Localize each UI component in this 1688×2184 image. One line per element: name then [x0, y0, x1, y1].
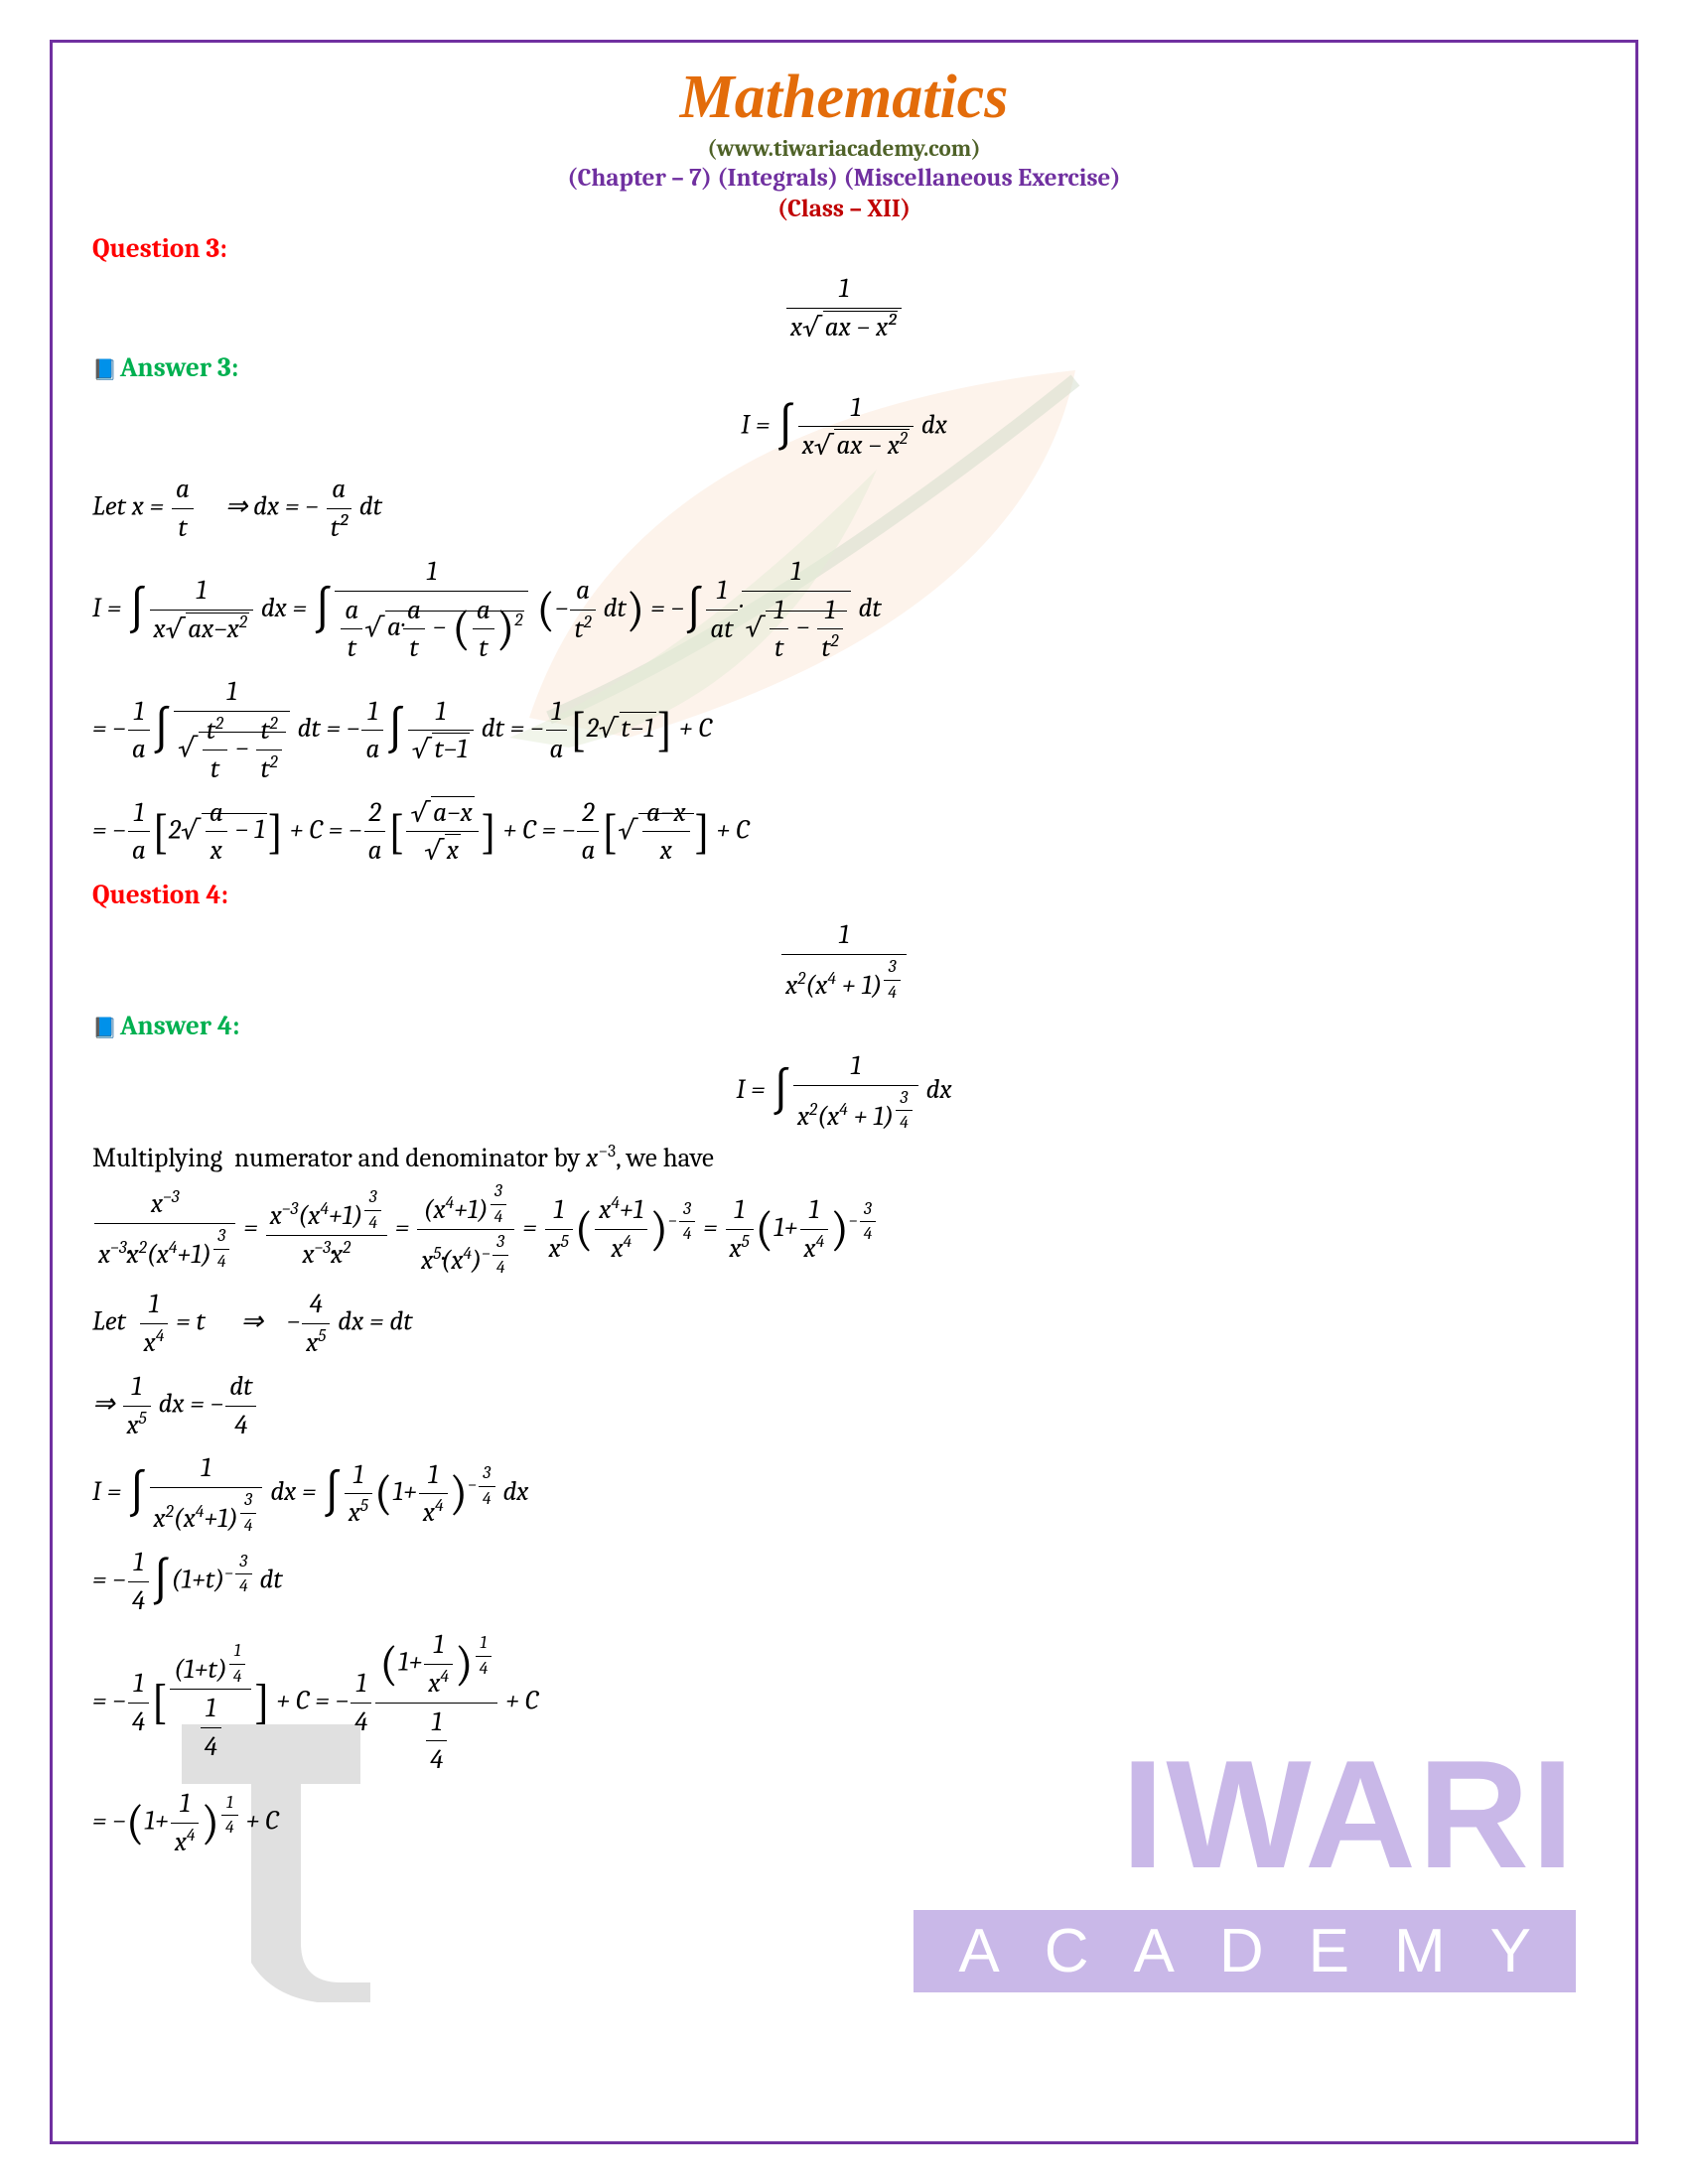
- q4-impl: ⇒ 1x5 dx = −dt4: [92, 1368, 1596, 1444]
- page: IWARI ACADEMY Mathematics (www.tiwariaca…: [0, 0, 1688, 2184]
- class-label: (Class – XII): [92, 195, 1596, 223]
- q4-step4: = −(1+1x4)14 + C: [92, 1785, 1596, 1861]
- page-header: Mathematics (www.tiwariacademy.com) (Cha…: [92, 63, 1596, 223]
- content-border: IWARI ACADEMY Mathematics (www.tiwariaca…: [50, 40, 1638, 2144]
- q3-step2: = −1a∫1√t2t − t2t2 dt = −1a∫1√t−1 dt = −…: [92, 673, 1596, 787]
- q4-frac-expansion: x−3x−3·x2(x4+1)34 = x−3(x4+1)34x−3·x2 = …: [92, 1179, 1596, 1280]
- q4-let: Let 1x4 = t ⇒ −4x5 dx = dt: [92, 1286, 1596, 1362]
- q3-num: 1: [786, 270, 902, 309]
- q3-integral: I = ∫1x√ax − x2 dx: [92, 389, 1596, 466]
- answer-4-label: Answer 4:: [92, 1011, 1596, 1041]
- chapter-label: (Chapter – 7) (Integrals) (Miscellaneous…: [92, 164, 1596, 193]
- main-content: Mathematics (www.tiwariacademy.com) (Cha…: [92, 63, 1596, 1861]
- answer-3-label: Answer 3:: [92, 352, 1596, 383]
- question-4-label: Question 4:: [92, 880, 1596, 910]
- question-3-label: Question 3:: [92, 233, 1596, 264]
- q3-problem: 1x√ax − x²: [92, 270, 1596, 346]
- q4-step3: = −14[(1+t)1414] + C = −14(1+1x4)1414 + …: [92, 1626, 1596, 1779]
- page-title: Mathematics: [92, 63, 1596, 133]
- q4-integral: I = ∫1x2(x4 + 1)34 dx: [92, 1047, 1596, 1136]
- q4-problem: 1x2(x4 + 1)34: [92, 916, 1596, 1005]
- q4-step2: = −14∫(1+t)−34 dt: [92, 1544, 1596, 1620]
- q3-step3: = −1a[2√ax − 1] + C = −2a[√a−x√x] + C = …: [92, 794, 1596, 871]
- q4-step1: I = ∫1x2(x4+1)34 dx = ∫1x5(1+1x4)−34 dx: [92, 1449, 1596, 1538]
- q3-step1: I = ∫1x√ax−x2 dx = ∫1at√a·at − (at)2 (−a…: [92, 553, 1596, 667]
- website-link[interactable]: (www.tiwariacademy.com): [92, 135, 1596, 162]
- academy-watermark: ACADEMY: [914, 1910, 1576, 1992]
- q3-substitution: Let x = at ⇒ dx = − at² dt: [92, 471, 1596, 547]
- q4-mult-text: Multiplying numerator and denominator by…: [92, 1142, 1596, 1173]
